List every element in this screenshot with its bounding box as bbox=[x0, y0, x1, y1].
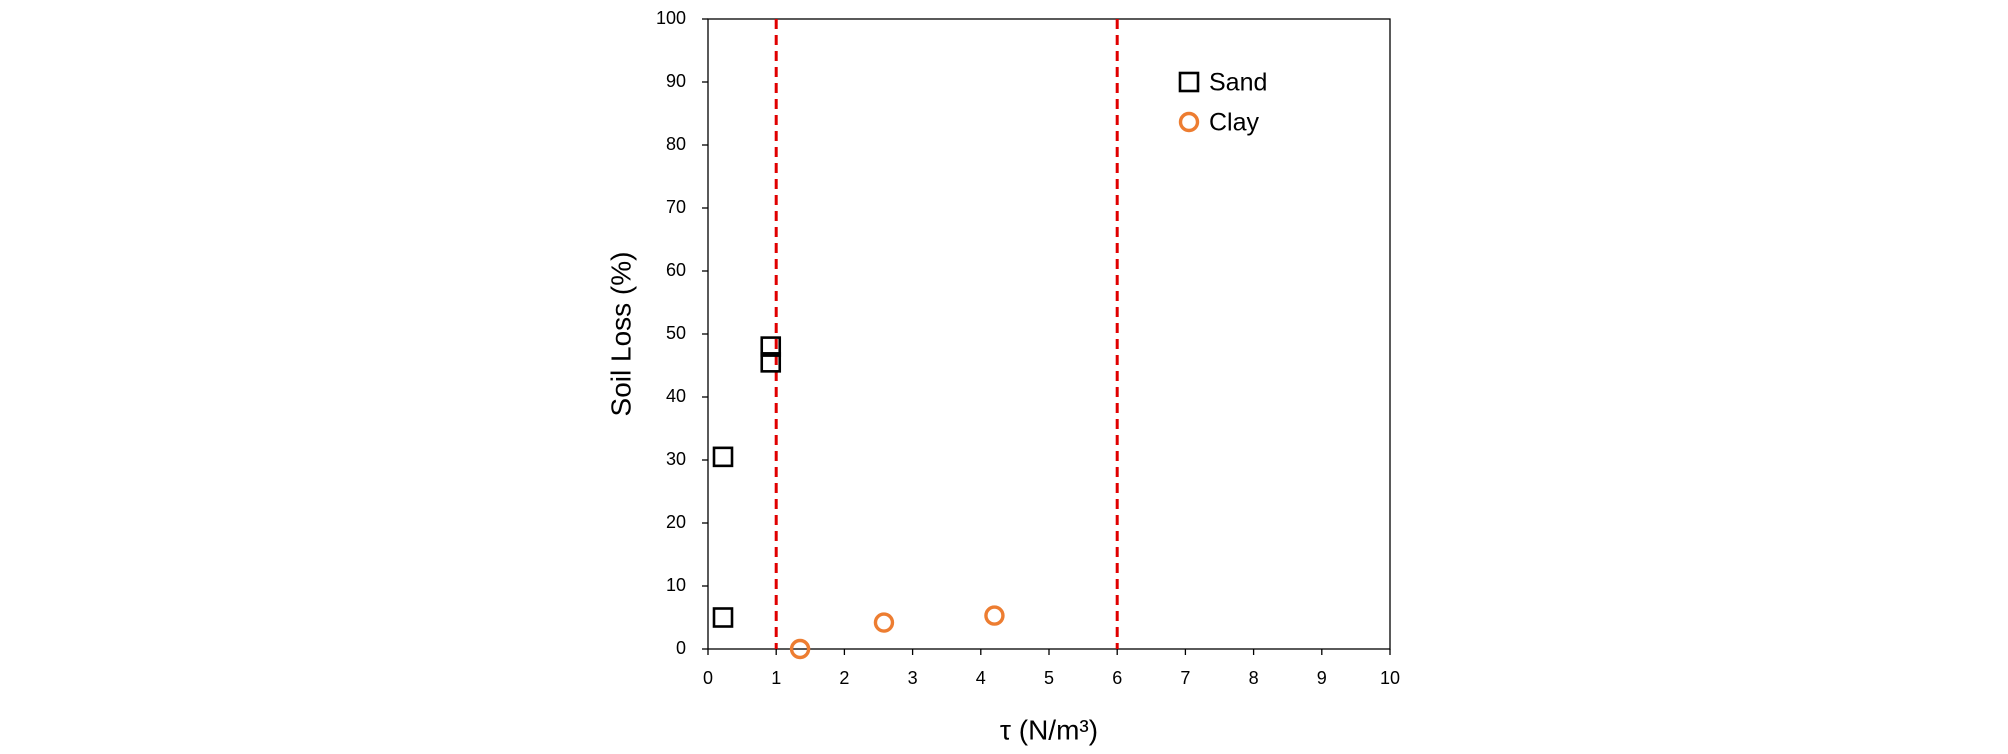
marker bbox=[789, 638, 811, 660]
marker bbox=[760, 336, 782, 357]
x-tick-label: 9 bbox=[1317, 668, 1327, 688]
x-tick-label: 10 bbox=[1380, 668, 1400, 688]
x-tick-label: 2 bbox=[839, 668, 849, 688]
legend-marker bbox=[1178, 71, 1200, 93]
x-axis-title: τ (N/m³) bbox=[1000, 714, 1098, 745]
x-tick-label: 5 bbox=[1044, 668, 1054, 688]
x-tick-label: 4 bbox=[976, 668, 986, 688]
y-tick-label: 0 bbox=[676, 638, 686, 658]
marker bbox=[760, 352, 782, 373]
y-tick-label: 100 bbox=[656, 8, 686, 28]
x-tick-label: 0 bbox=[703, 668, 713, 688]
x-tick-label: 6 bbox=[1112, 668, 1122, 688]
x-tick-label: 8 bbox=[1249, 668, 1259, 688]
y-tick-label: 30 bbox=[666, 449, 686, 469]
y-tick-label: 60 bbox=[666, 260, 686, 280]
y-axis-title: Soil Loss (%) bbox=[605, 252, 636, 417]
y-tick-label: 10 bbox=[666, 575, 686, 595]
legend-label: Sand bbox=[1209, 69, 1267, 97]
legend-marker bbox=[1178, 111, 1200, 133]
y-tick-label: 20 bbox=[666, 512, 686, 532]
marker bbox=[712, 446, 734, 468]
x-tick-label: 1 bbox=[771, 668, 781, 688]
y-tick-label: 80 bbox=[666, 134, 686, 154]
marker bbox=[712, 607, 734, 628]
x-tick-label: 3 bbox=[908, 668, 918, 688]
y-tick-label: 40 bbox=[666, 386, 686, 406]
y-tick-label: 50 bbox=[666, 323, 686, 343]
legend-label: Clay bbox=[1209, 109, 1260, 137]
marker bbox=[984, 605, 1005, 626]
plot-frame bbox=[707, 18, 1391, 650]
y-tick-label: 70 bbox=[666, 197, 686, 217]
marker bbox=[873, 612, 895, 633]
y-tick-label: 90 bbox=[666, 71, 686, 91]
x-tick-label: 7 bbox=[1180, 668, 1190, 688]
